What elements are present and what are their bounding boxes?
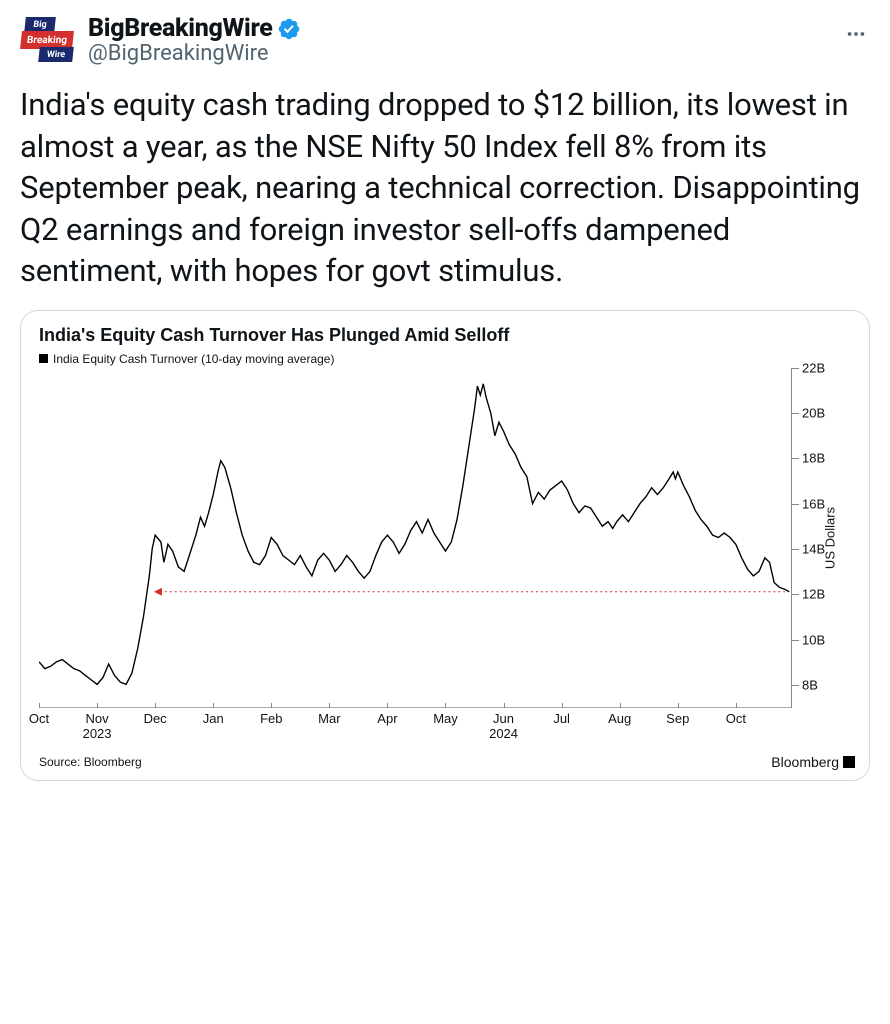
x-tick (155, 703, 156, 708)
x-tick (678, 703, 679, 708)
y-tick-label: 16B (802, 496, 825, 511)
chart-svg (39, 368, 791, 707)
chart-title: India's Equity Cash Turnover Has Plunged… (39, 325, 855, 346)
x-tick-label: Apr (377, 712, 397, 727)
x-tick-label: Jul (553, 712, 570, 727)
x-tick (271, 703, 272, 708)
y-tick (792, 594, 799, 595)
avatar[interactable]: Big Breaking Wire (20, 12, 78, 70)
account-names: BigBreakingWire @BigBreakingWire (88, 14, 301, 66)
legend-label: India Equity Cash Turnover (10-day movin… (53, 352, 334, 366)
x-tick (39, 703, 40, 708)
display-name-row[interactable]: BigBreakingWire (88, 14, 301, 43)
x-tick-label: Feb (260, 712, 282, 727)
y-tick (792, 413, 799, 414)
chart-source: Source: Bloomberg (39, 755, 142, 769)
x-tick-label: Sep (666, 712, 689, 727)
y-tick (792, 458, 799, 459)
y-axis-label: US Dollars (822, 507, 837, 569)
x-tick (562, 703, 563, 708)
y-tick-label: 20B (802, 405, 825, 420)
chart-area: US Dollars 8B10B12B14B16B18B20B22B (39, 368, 855, 708)
verified-badge-icon (277, 17, 301, 41)
chart-footer: Source: Bloomberg Bloomberg (39, 754, 855, 770)
more-icon[interactable] (842, 20, 870, 48)
x-tick-label: Aug (608, 712, 631, 727)
chart-attribution: Bloomberg (771, 754, 855, 770)
y-tick (792, 504, 799, 505)
chart-plot (39, 368, 791, 708)
chart-card[interactable]: India's Equity Cash Turnover Has Plunged… (20, 310, 870, 781)
chart-legend: India Equity Cash Turnover (10-day movin… (39, 352, 855, 366)
y-tick-label: 12B (802, 587, 825, 602)
x-tick-label: Jun 2024 (489, 712, 518, 742)
y-tick-label: 8B (802, 677, 818, 692)
x-tick (97, 703, 98, 708)
x-tick (387, 703, 388, 708)
legend-swatch (39, 354, 48, 363)
x-tick-label: Oct (726, 712, 746, 727)
x-tick-label: Nov 2023 (83, 712, 112, 742)
x-tick (213, 703, 214, 708)
x-tick-label: May (433, 712, 458, 727)
x-tick (736, 703, 737, 708)
y-tick-label: 10B (802, 632, 825, 647)
display-name: BigBreakingWire (88, 14, 273, 43)
x-tick-label: Mar (318, 712, 340, 727)
y-tick (792, 368, 799, 369)
y-axis: US Dollars 8B10B12B14B16B18B20B22B (791, 368, 855, 708)
x-tick-label: Oct (29, 712, 49, 727)
tweet-container: Big Breaking Wire BigBreakingWire @BigBr… (0, 0, 890, 793)
bloomberg-logo-icon (843, 756, 855, 768)
y-tick-label: 18B (802, 451, 825, 466)
handle[interactable]: @BigBreakingWire (88, 41, 301, 66)
x-tick (504, 703, 505, 708)
x-tick (329, 703, 330, 708)
y-tick (792, 640, 799, 641)
x-axis: Oct Nov 2023 Dec Jan Feb Mar Apr May Jun 2024 Jul… (39, 708, 791, 752)
x-tick (445, 703, 446, 708)
avatar-logo: Big Breaking Wire (21, 13, 77, 69)
tweet-text: India's equity cash trading dropped to $… (20, 84, 870, 292)
x-tick (620, 703, 621, 708)
y-tick (792, 685, 799, 686)
y-tick (792, 549, 799, 550)
tweet-header: Big Breaking Wire BigBreakingWire @BigBr… (20, 12, 870, 70)
y-tick-label: 22B (802, 360, 825, 375)
y-tick-label: 14B (802, 541, 825, 556)
x-tick-label: Jan (203, 712, 224, 727)
x-tick-label: Dec (144, 712, 167, 727)
logo-word-3: Wire (38, 47, 74, 62)
